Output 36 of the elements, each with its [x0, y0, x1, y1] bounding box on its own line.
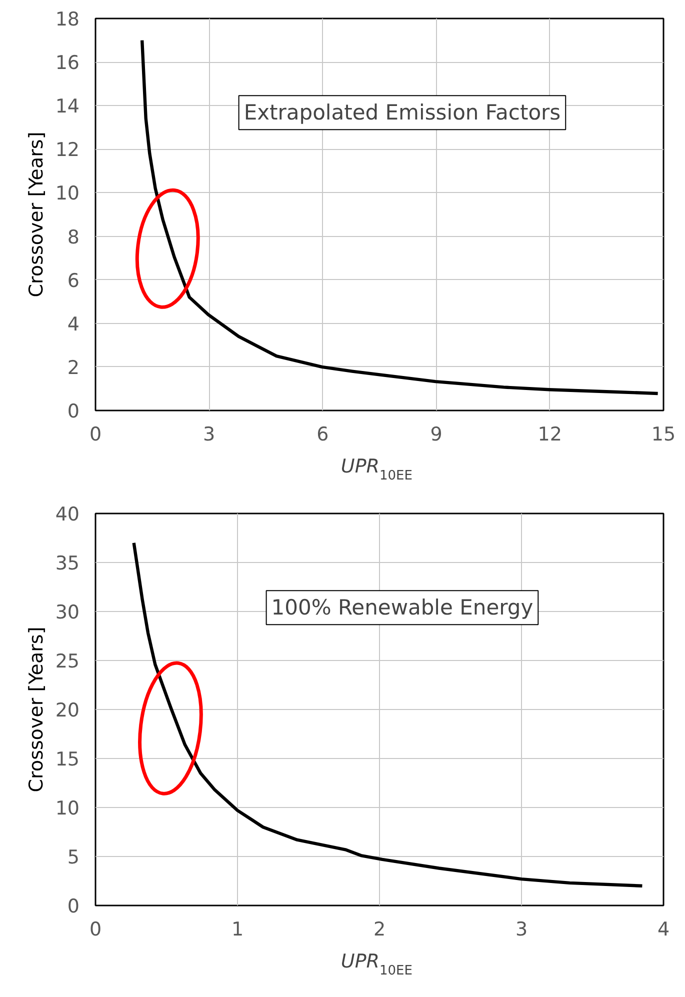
y-tick-label: 8: [67, 226, 80, 248]
y-tick-label: 0: [67, 896, 80, 918]
y-tick-label: 10: [55, 798, 80, 820]
y-tick-label: 12: [55, 139, 80, 162]
x-tick-label: 15: [651, 424, 676, 446]
y-tick-label: 14: [55, 96, 80, 118]
y-tick-label: 40: [55, 504, 80, 526]
x-tick-label: 2: [373, 918, 386, 940]
x-tick-label: 9: [430, 424, 442, 446]
y-tick-label: 15: [55, 748, 80, 770]
x-tick-label: 3: [203, 424, 216, 446]
x-tick-label: 3: [515, 918, 528, 940]
y-tick-label: 5: [67, 846, 80, 868]
y-axis-title: Crossover [Years]: [25, 626, 48, 792]
y-tick-label: 16: [55, 52, 80, 74]
y-tick-label: 25: [55, 650, 80, 672]
y-tick-label: 30: [55, 602, 80, 624]
x-tick-label: 0: [89, 918, 102, 940]
y-tick-label: 18: [55, 8, 80, 30]
y-tick-label: 0: [67, 400, 80, 422]
y-tick-label: 10: [55, 182, 80, 205]
y-tick-label: 4: [67, 313, 80, 336]
x-tick-label: 4: [657, 918, 670, 940]
line-series: [132, 541, 644, 888]
x-tick-label: 0: [89, 424, 102, 446]
y-tick-label: 2: [67, 356, 80, 379]
y-axis-title: Crossover [Years]: [25, 132, 48, 298]
y-tick-label: 35: [55, 552, 80, 574]
y-tick-label: 20: [55, 700, 80, 722]
x-tick-label: 1: [231, 918, 244, 940]
annotation: Extrapolated Emission Factors: [244, 100, 561, 125]
annotation: 100% Renewable Energy: [271, 596, 534, 620]
x-tick-label: 12: [538, 424, 562, 446]
line-series: [140, 38, 660, 396]
x-tick-label: 6: [316, 424, 329, 446]
y-tick-label: 6: [67, 270, 80, 292]
